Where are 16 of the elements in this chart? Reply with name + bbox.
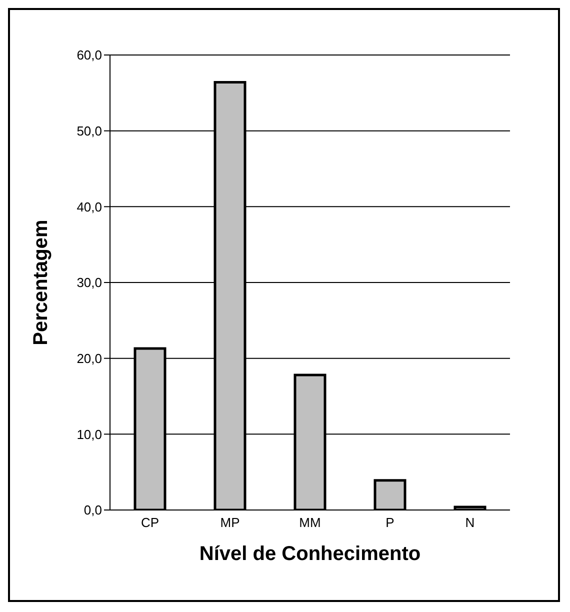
bar — [454, 506, 486, 510]
x-tick-label: P — [386, 515, 394, 530]
y-tick-label: 10,0 — [76, 426, 102, 442]
x-tick-label: MM — [299, 515, 321, 530]
x-tick-label: N — [465, 515, 475, 530]
y-tick-label: 20,0 — [76, 350, 102, 366]
y-axis-title: Percentagem — [30, 220, 52, 346]
y-tick-label: 30,0 — [76, 275, 102, 290]
y-tick-label: 0,0 — [84, 502, 102, 518]
y-tick-label: 60,0 — [76, 48, 102, 63]
y-tick-label: 40,0 — [76, 199, 102, 214]
x-tick-label: CP — [140, 515, 160, 530]
x-axis-title: Nível de Conhecimento — [199, 543, 421, 565]
y-tick-label: 50,0 — [76, 123, 102, 138]
bar — [374, 479, 406, 510]
x-tick-label: MP — [220, 515, 240, 530]
